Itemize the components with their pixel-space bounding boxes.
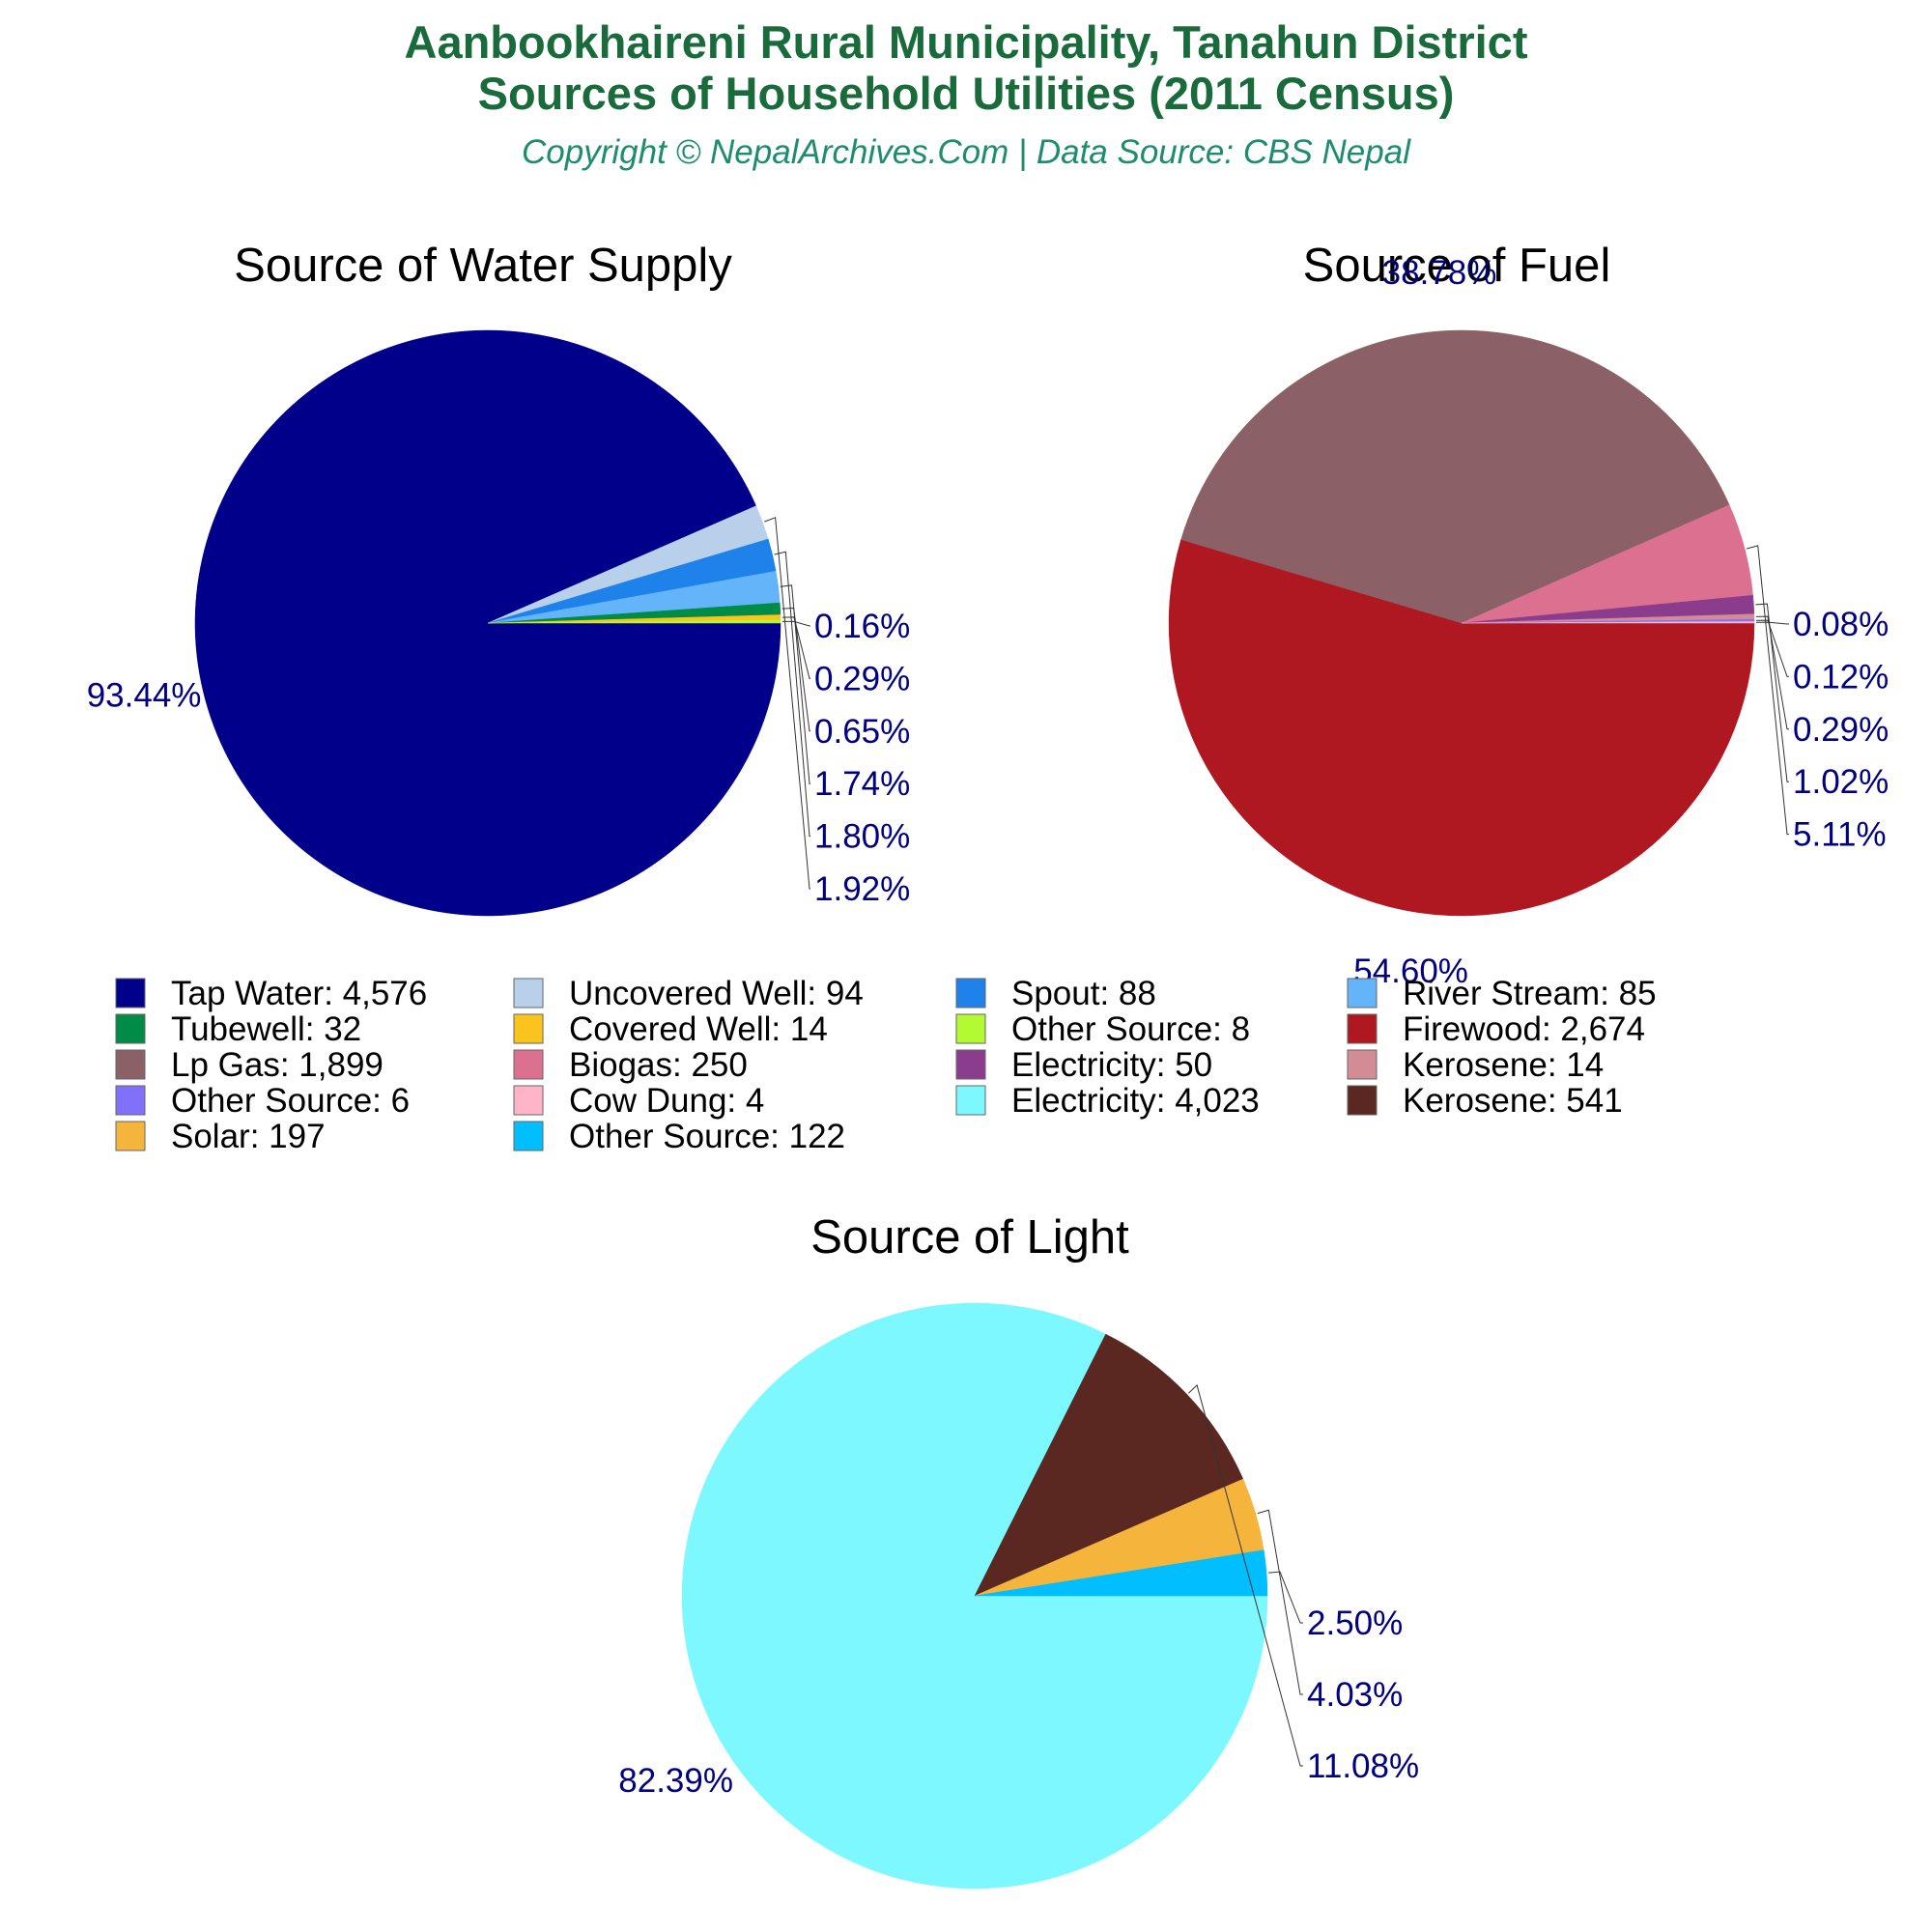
legend-swatch [115, 1049, 146, 1080]
legend-item: Firewood: 2,674 [1403, 1010, 1645, 1048]
legend-item: Lp Gas: 1,899 [171, 1046, 384, 1084]
legend: Tap Water: 4,576 Uncovered Well: 94 Spout:… [115, 975, 1657, 1155]
legend-item: River Stream: 85 [1403, 975, 1657, 1012]
light-leader-kerosene [1188, 1384, 1303, 1767]
legend-swatch [955, 1013, 986, 1044]
fuel-leader-kerosene [1755, 615, 1789, 730]
legend-item: Covered Well: 14 [569, 1010, 828, 1048]
chart-title-line1: Aanbookhaireni Rural Municipality, Tanah… [405, 16, 1528, 68]
legend-item: Cow Dung: 4 [569, 1082, 764, 1120]
legend-item: Tubewell: 32 [171, 1010, 361, 1048]
light-pie-title: Source of Light [810, 1211, 1129, 1264]
legend-item: Tap Water: 4,576 [171, 975, 427, 1012]
legend-item: Kerosene: 14 [1403, 1046, 1604, 1084]
light-label-electricity: 82.39% [618, 1762, 733, 1800]
fuel-label-biogas: 5.11% [1793, 816, 1887, 854]
legend-item: Other Source: 122 [569, 1118, 845, 1155]
water-leader-covered-well [781, 616, 810, 679]
legend-item: Solar: 197 [171, 1118, 326, 1155]
legend-swatch [513, 1049, 544, 1080]
light-label-solar: 4.03% [1307, 1676, 1403, 1714]
fuel-label-lp-gas: 38.78% [1382, 254, 1497, 292]
fuel-label-electricity: 1.02% [1793, 763, 1889, 801]
legend-swatch [1347, 1013, 1378, 1044]
legend-item: Kerosene: 541 [1403, 1082, 1623, 1120]
fuel-leader-other-source [1755, 619, 1789, 677]
water-label-tubewell: 0.65% [814, 713, 910, 751]
light-pie: Source of Light 82.39% 2.50% 4.03% 11.08% [618, 1211, 1419, 1889]
fuel-label-kerosene: 0.29% [1793, 711, 1889, 749]
light-leader-other-source [1268, 1571, 1303, 1624]
water-label-tap-water: 93.44% [87, 676, 202, 714]
water-label-uncovered-well: 1.92% [814, 870, 910, 908]
fuel-pie-title: Source of Fuel [1303, 240, 1611, 292]
water-leader-other-source [781, 620, 810, 627]
chart-title-line2: Sources of Household Utilities (2011 Cen… [478, 68, 1455, 119]
legend-item: Electricity: 50 [1011, 1046, 1212, 1084]
water-slice-other-source [487, 619, 781, 624]
legend-swatch [115, 978, 146, 1009]
fuel-slice-firewood [1168, 539, 1755, 917]
light-leader-solar [1257, 1509, 1303, 1695]
water-supply-pie: Source of Water Supply 93.44% 0.16% 0.29% 0… [87, 240, 910, 917]
fuel-slice-cow-dung [1461, 621, 1755, 624]
light-label-other-source: 2.50% [1307, 1605, 1403, 1642]
fuel-leader-biogas [1746, 545, 1789, 836]
legend-item: Electricity: 4,023 [1011, 1082, 1260, 1120]
water-leader-uncovered-well [764, 517, 810, 890]
fuel-leader-cow-dung [1755, 621, 1789, 625]
legend-swatch [1347, 1085, 1378, 1116]
legend-swatch [513, 1013, 544, 1044]
fuel-pie: Source of Fuel 54.60%38.78%0.08%0.12%0.2… [1168, 240, 1889, 990]
water-leader-tubewell [781, 608, 810, 732]
water-label-river-stream: 1.74% [814, 765, 910, 803]
legend-swatch [513, 978, 544, 1009]
legend-swatch [513, 1085, 544, 1116]
fuel-leader-electricity [1755, 603, 1789, 782]
water-leader-spout [774, 551, 810, 838]
light-slice-other-source [974, 1549, 1268, 1597]
chart-subtitle: Copyright © NepalArchives.Com | Data Sou… [522, 133, 1411, 171]
water-supply-pie-title: Source of Water Supply [234, 240, 732, 292]
light-label-kerosene: 11.08% [1307, 1747, 1419, 1785]
legend-swatch [115, 1013, 146, 1044]
legend-swatch [1347, 1049, 1378, 1080]
water-label-other-source: 0.16% [814, 608, 910, 645]
legend-swatch [955, 1085, 986, 1116]
legend-item: Other Source: 6 [171, 1082, 410, 1120]
legend-swatch [115, 1121, 146, 1151]
legend-swatch [115, 1085, 146, 1116]
legend-item: Uncovered Well: 94 [569, 975, 864, 1012]
legend-item: Biogas: 250 [569, 1046, 748, 1084]
legend-swatch [513, 1121, 544, 1151]
fuel-slice-lp-gas [1180, 329, 1730, 624]
water-leader-river-stream [780, 584, 810, 784]
legend-item: Spout: 88 [1011, 975, 1156, 1012]
water-label-spout: 1.80% [814, 818, 910, 856]
fuel-label-other-source: 0.12% [1793, 658, 1889, 696]
light-slice-kerosene [974, 1333, 1244, 1597]
legend-item: Other Source: 8 [1011, 1010, 1250, 1048]
water-label-covered-well: 0.29% [814, 660, 910, 697]
legend-swatch [955, 1049, 986, 1080]
legend-swatch [955, 978, 986, 1009]
fuel-label-cow-dung: 0.08% [1793, 606, 1889, 643]
legend-swatch [1347, 978, 1378, 1009]
